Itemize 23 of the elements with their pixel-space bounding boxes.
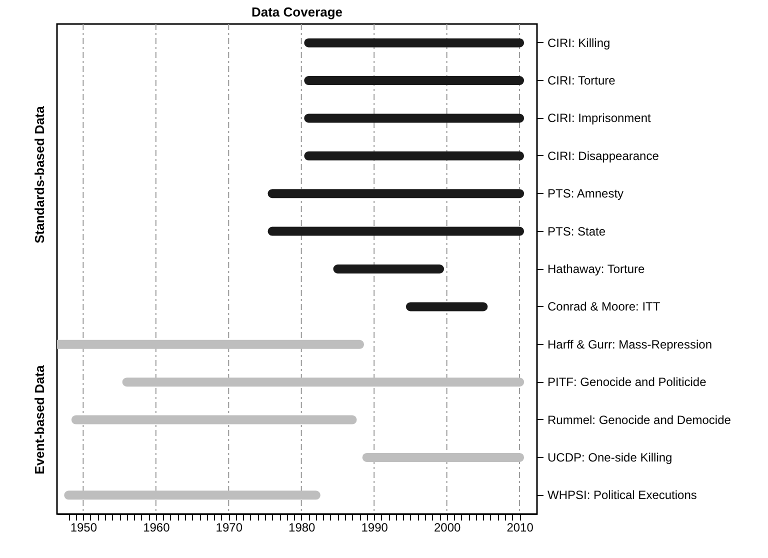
x-tick-label: 1980	[288, 520, 316, 534]
x-tick-label: 1960	[143, 520, 170, 534]
y-tick-label: UCDP: One-side Killing	[548, 450, 672, 464]
y-tick-label: CIRI: Torture	[548, 74, 616, 88]
x-tick-label: 1970	[216, 520, 243, 534]
x-tick-label: 1990	[361, 520, 388, 534]
y-tick-label: CIRI: Imprisonment	[548, 111, 652, 126]
chart-title: Data Coverage	[251, 4, 343, 20]
y-tick-label: PTS: State	[548, 224, 606, 238]
y-tick-label: CIRI: Disappearance	[548, 148, 660, 163]
y-tick-label: Hathaway: Torture	[548, 262, 645, 276]
y-tick-label: PTS: Amnesty	[548, 186, 624, 201]
x-tick-label: 2000	[434, 520, 461, 534]
y-tick-label: Rummel: Genocide and Democide	[548, 412, 732, 427]
y-tick-label: PITF: Genocide and Politicide	[548, 375, 707, 390]
y-tick-label: Harff & Gurr: Mass-Repression	[548, 337, 712, 352]
text: Standards-based Data	[32, 105, 47, 244]
text: Event-based Data	[32, 364, 47, 474]
x-tick-label: 2010	[506, 520, 534, 534]
x-tick-label: 1950	[70, 520, 98, 534]
y-tick-label: Conrad & Moore: ITT	[548, 300, 661, 314]
y-tick-label: CIRI: Killing	[548, 36, 610, 50]
y-tick-label: WHPSI: Political Executions	[548, 488, 697, 502]
